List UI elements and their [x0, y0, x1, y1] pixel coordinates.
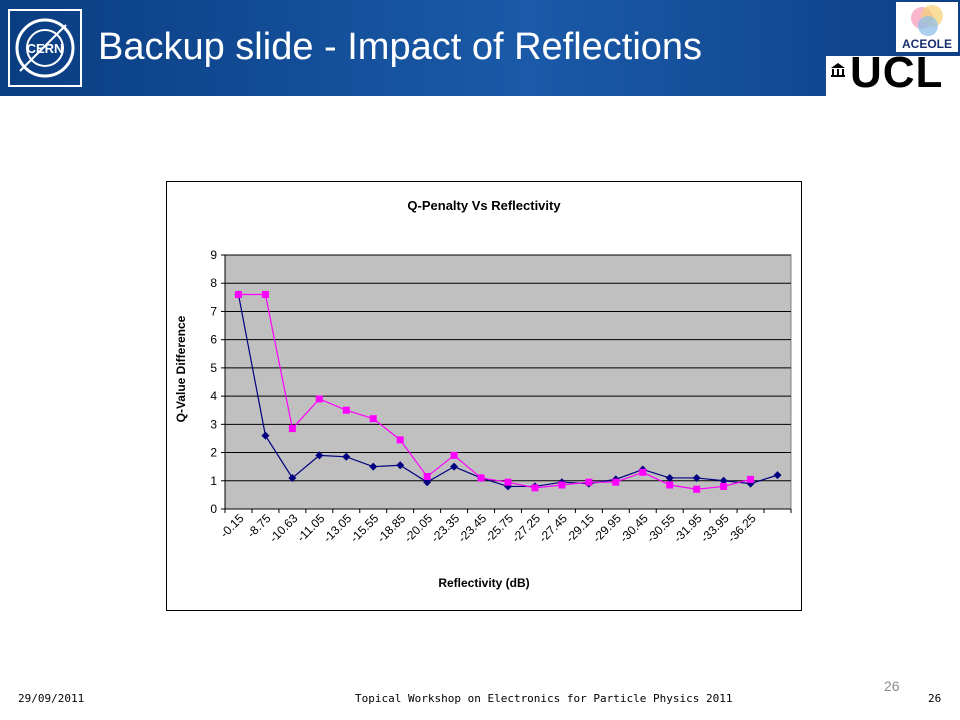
y-tick-label: 5: [210, 361, 217, 375]
x-tick-label: -30.55: [644, 511, 678, 545]
x-tick-label: -25.75: [482, 511, 516, 545]
series-1-point: [423, 478, 432, 487]
series-1-point: [396, 461, 405, 470]
x-tick-label: -29.15: [563, 511, 597, 545]
x-tick-label: -27.45: [536, 511, 570, 545]
slide-title: Backup slide - Impact of Reflections: [98, 26, 703, 68]
series-2-point: [342, 406, 350, 414]
series-2-point: [288, 425, 296, 433]
x-tick-label: -13.05: [320, 511, 354, 545]
series-2-point: [369, 415, 377, 423]
x-tick-label: -20.05: [401, 511, 435, 545]
x-tick-label: -0.15: [217, 511, 246, 540]
series-2-point: [396, 436, 404, 444]
x-tick-label: -23.45: [455, 511, 489, 545]
series-2-line: [238, 293, 751, 490]
series-2-point: [666, 481, 674, 489]
series-1-point: [288, 473, 297, 482]
series-2-point: [693, 485, 701, 493]
x-tick-label: -11.05: [294, 511, 328, 545]
footer-event: Topical Workshop on Electronics for Part…: [355, 692, 733, 705]
x-tick-label: -33.95: [698, 511, 732, 545]
x-tick-label: -36.25: [725, 511, 759, 545]
y-tick-label: 7: [210, 304, 217, 318]
series-1-point: [692, 473, 701, 482]
series-2-point: [558, 481, 566, 489]
x-tick-label: -10.63: [267, 511, 301, 545]
series-1-point: [773, 471, 782, 480]
y-tick-label: 8: [210, 276, 217, 290]
series-2-point: [720, 482, 728, 490]
series-2-point: [747, 475, 755, 483]
x-tick-label: -30.45: [617, 511, 651, 545]
chart-container: 0 1 2 3 4 5 6 7 8 9 -0.15 -8.75 -10.63 -11.05 -13.05 -1…: [166, 181, 802, 611]
chart-title: Q-Penalty Vs Reflectivity: [407, 198, 561, 213]
cern-logo-text: CERN: [27, 41, 64, 56]
slide-number: 26: [884, 678, 900, 694]
y-tick-label: 1: [210, 474, 217, 488]
series-2-point: [531, 484, 539, 492]
y-axis-label: Q-Value Difference: [174, 315, 188, 423]
slide-header: CERN Backup slide - Impact of Reflection…: [0, 0, 960, 96]
series-2-point: [315, 395, 323, 403]
series-1-point: [261, 431, 270, 440]
ucl-portico-icon: [831, 63, 845, 77]
y-tick-label: 9: [210, 248, 217, 262]
y-tick-label: 2: [210, 446, 217, 460]
aceole-logo-text: ACEOLE: [901, 37, 952, 51]
series-2-point: [234, 291, 242, 299]
series-1-point: [315, 451, 324, 460]
x-tick-label: -15.55: [347, 511, 381, 545]
x-tick-label: -29.95: [590, 511, 624, 545]
y-tick-label: 0: [210, 502, 217, 516]
x-axis-label: Reflectivity (dB): [438, 576, 530, 590]
plot-area: [224, 254, 792, 510]
series-1-point: [342, 452, 351, 461]
aceole-logo: ACEOLE: [896, 2, 958, 52]
footer-page-number: 26: [928, 692, 942, 705]
series-2-point: [450, 451, 458, 459]
ucl-logo-text: UCL: [850, 48, 944, 97]
cern-logo: CERN: [8, 9, 82, 87]
x-tick-label: -27.25: [509, 511, 543, 545]
series-2-point: [261, 291, 269, 299]
series-1-point: [719, 476, 728, 485]
series-2-point: [504, 478, 512, 486]
series-2-point: [639, 468, 647, 476]
series-1-point: [665, 473, 674, 482]
series-2-point: [477, 474, 485, 482]
x-tick-label: -23.35: [428, 511, 462, 545]
aceole-circles-icon: [911, 5, 943, 36]
series-2-point: [423, 473, 431, 481]
x-tick-label: -31.95: [671, 511, 705, 545]
y-tick-label: 3: [210, 417, 217, 431]
x-tick-label: -18.85: [374, 511, 408, 545]
footer-date: 29/09/2011: [18, 692, 85, 705]
y-tick-label: 6: [210, 333, 217, 347]
ucl-logo: UCL: [826, 48, 960, 97]
chart-plot: 0123456789-0.15-8.75-10.63-11.05-13.05-1…: [210, 248, 792, 545]
series-1-point: [369, 462, 378, 471]
series-2-point: [585, 478, 593, 486]
y-tick-label: 4: [210, 389, 217, 403]
series-1-point: [450, 462, 459, 471]
series-2-point: [612, 478, 620, 486]
